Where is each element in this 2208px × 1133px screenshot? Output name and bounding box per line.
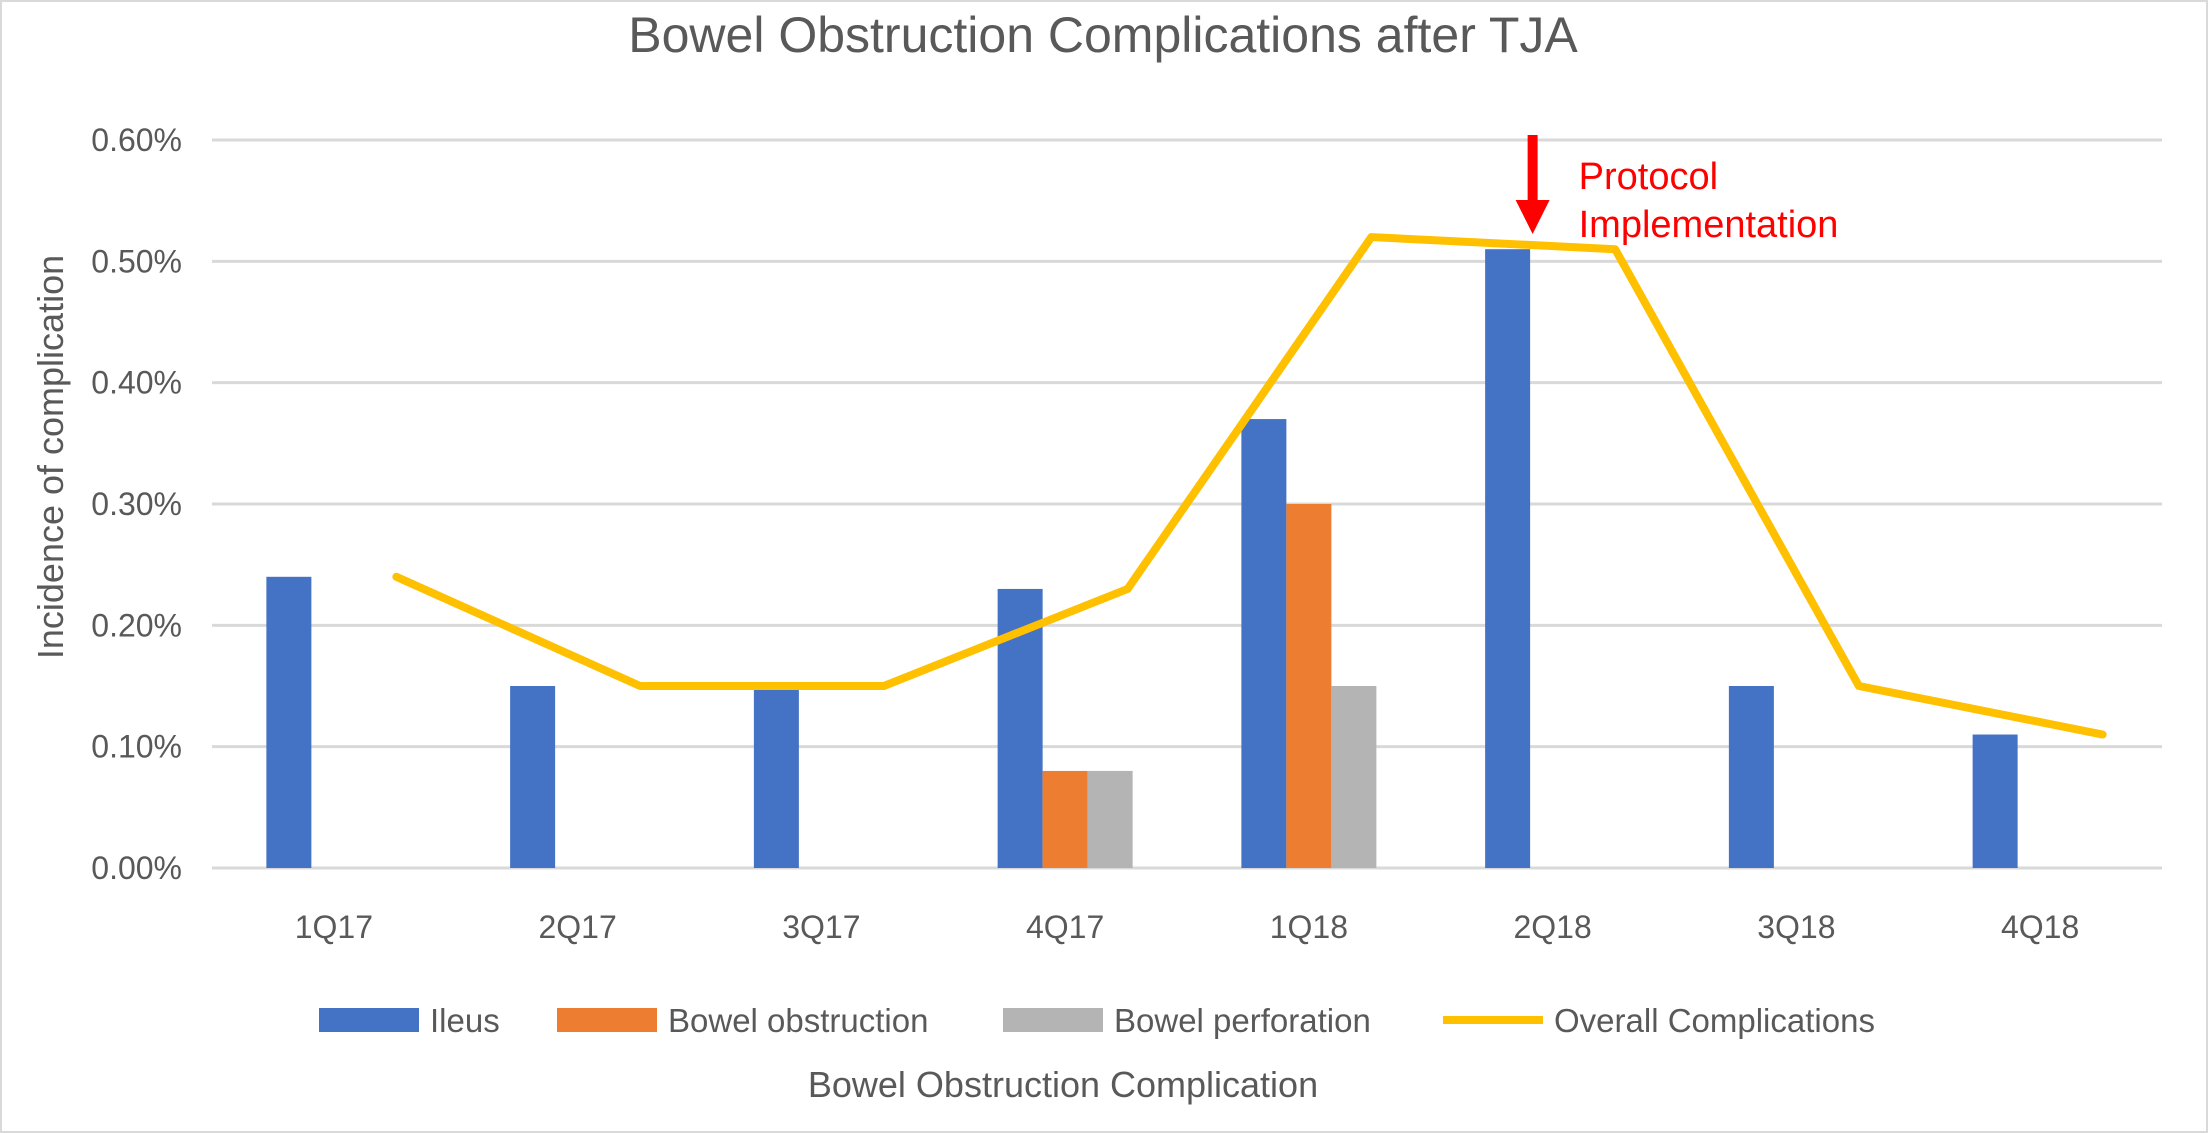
y-axis-title: Incidence of complication	[30, 255, 71, 659]
overall-complications-series-line	[392, 233, 2107, 739]
y-tick-label: 0.50%	[91, 243, 182, 279]
y-tick-label: 0.40%	[91, 365, 182, 401]
y-tick-label: 0.30%	[91, 486, 182, 522]
legend-swatch-ileus	[319, 1008, 419, 1032]
bars	[266, 249, 2018, 868]
bowel-perforation-bar-4Q17	[1087, 770, 1133, 868]
ileus-bar-1Q17	[266, 576, 312, 868]
protocol-annotation: Protocol Implementation	[1515, 135, 1839, 246]
bowel-obstruction-bar-4Q17	[1042, 770, 1088, 868]
x-tick-label: 1Q17	[295, 909, 373, 945]
y-axis-ticks: 0.00% 0.10% 0.20% 0.30% 0.40% 0.50% 0.60%	[91, 122, 182, 886]
x-tick-label: 2Q18	[1513, 909, 1591, 945]
y-tick-label: 0.60%	[91, 122, 182, 158]
x-axis-ticks: 1Q17 2Q17 3Q17 4Q17 1Q18 2Q18 3Q18 4Q18	[295, 909, 2080, 945]
x-tick-label: 2Q17	[538, 909, 616, 945]
x-tick-label: 4Q18	[2001, 909, 2079, 945]
ileus-bar-3Q17	[753, 686, 799, 868]
x-tick-label: 3Q17	[782, 909, 860, 945]
overall-complications-line	[392, 233, 2107, 739]
ileus-bar-2Q18	[1485, 249, 1531, 868]
legend-label-bowel-obstruction: Bowel obstruction	[668, 1002, 928, 1039]
annotation-text-line: Protocol	[1579, 156, 1718, 198]
y-tick-label: 0.00%	[91, 850, 182, 886]
ileus-bar-3Q18	[1728, 686, 1774, 868]
legend-label-bowel-perforation: Bowel perforation	[1114, 1002, 1371, 1039]
x-tick-label: 3Q18	[1757, 909, 1835, 945]
legend-label-ileus: Ileus	[430, 1002, 500, 1039]
annotation-text-line: Implementation	[1579, 204, 1839, 246]
ileus-bar-2Q17	[510, 686, 556, 868]
bowel-perforation-bar-1Q18	[1331, 686, 1377, 868]
bowel-obstruction-bar-1Q18	[1286, 504, 1332, 868]
legend: Ileus Bowel obstruction Bowel perforation O…	[319, 1002, 1875, 1039]
y-tick-label: 0.10%	[91, 729, 182, 765]
ileus-bar-1Q18	[1241, 419, 1287, 868]
legend-swatch-bowel-perforation	[1003, 1008, 1103, 1032]
chart-title: Bowel Obstruction Complications after TJ…	[628, 7, 1578, 63]
x-axis-title: Bowel Obstruction Complication	[808, 1064, 1318, 1105]
x-tick-label: 4Q17	[1026, 909, 1104, 945]
annotation-arrow-head	[1515, 200, 1550, 234]
legend-swatch-bowel-obstruction	[557, 1008, 657, 1032]
x-tick-label: 1Q18	[1270, 909, 1348, 945]
y-tick-label: 0.20%	[91, 607, 182, 643]
legend-label-overall-complications: Overall Complications	[1554, 1002, 1875, 1039]
ileus-bar-4Q18	[1972, 734, 2018, 868]
